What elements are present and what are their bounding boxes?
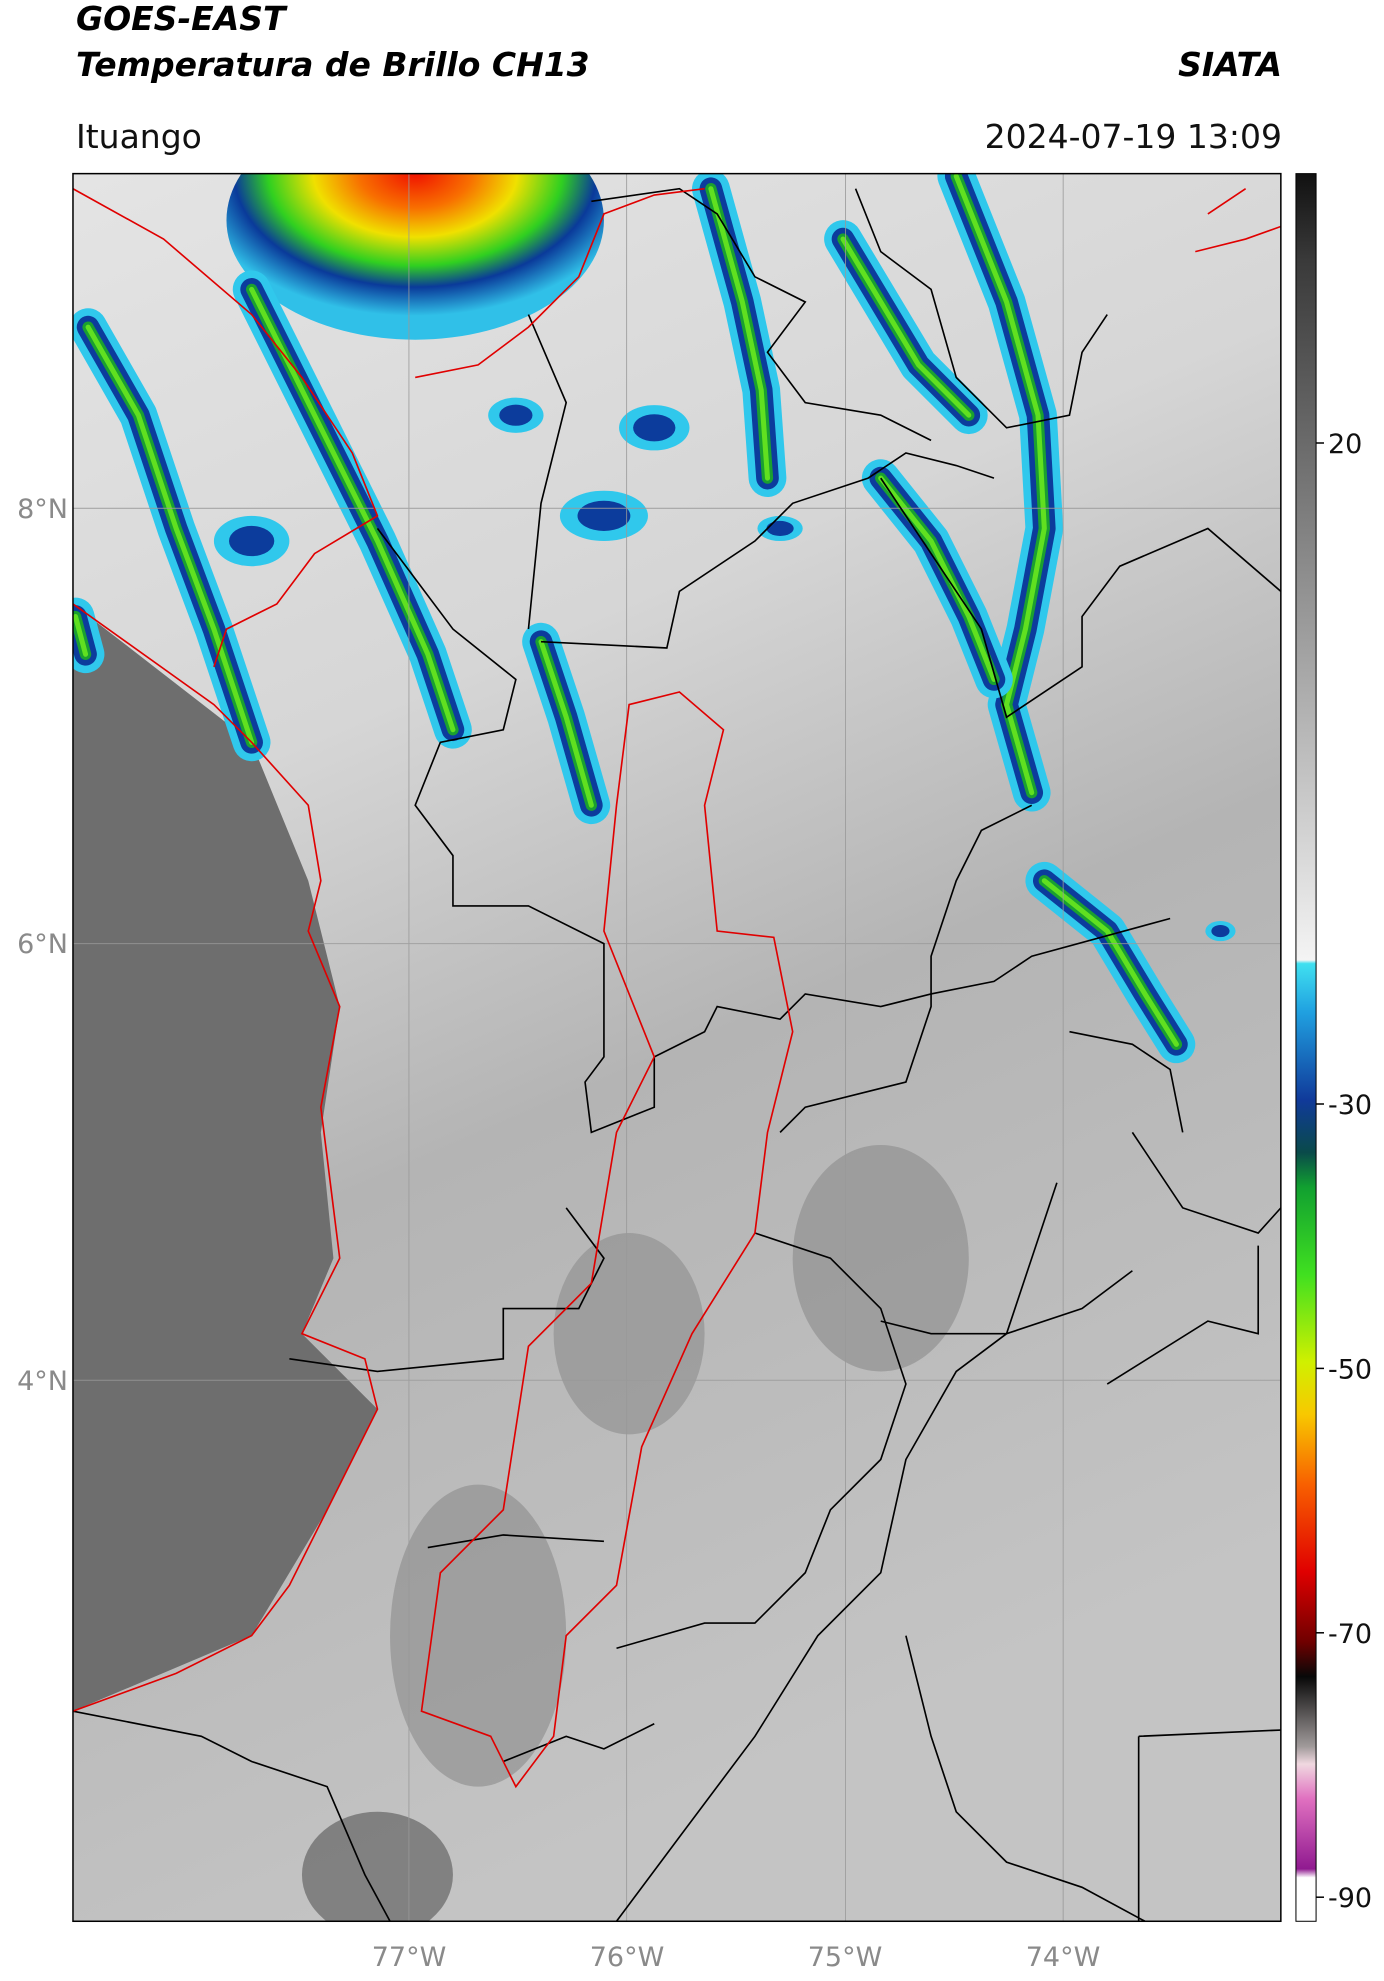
cloud-band <box>538 639 594 808</box>
cloud-patch <box>633 414 676 442</box>
ocean <box>72 603 378 1712</box>
lat-label: 8°N <box>17 494 68 525</box>
source: SIATA <box>1178 45 1282 84</box>
cloud-patch <box>577 500 631 531</box>
cloud-bands <box>72 173 1236 1064</box>
lon-label: 76°W <box>590 1942 665 1973</box>
borders <box>72 187 1281 1922</box>
title: GOES-EAST <box>76 0 288 38</box>
labels: 8°N 6°N 4°N 77°W 76°W 75°W 74°W 20 -30 -50 -70 -90 <box>17 429 1372 1973</box>
map-frame <box>72 172 1282 1923</box>
colorbar-tick-label: 20 <box>1328 429 1362 460</box>
subtitle: Temperatura de Brillo CH13 <box>76 45 590 84</box>
cloud-band <box>1041 878 1179 1047</box>
cloud-band <box>840 236 972 418</box>
map-panel <box>72 172 1317 1923</box>
colorbar-tick-label: -30 <box>1328 1090 1372 1121</box>
colorbar-tick-label: -70 <box>1328 1619 1372 1650</box>
cloud-patch <box>499 404 533 426</box>
datetime: 2024-07-19 13:09 <box>985 117 1282 156</box>
cloud-shade <box>553 1233 705 1435</box>
cloud-patch <box>1211 925 1230 938</box>
cloud-patch <box>228 525 275 557</box>
cloud-shade <box>792 1144 969 1372</box>
cloud-core <box>226 173 604 340</box>
location: Ituango <box>76 117 202 156</box>
map-image <box>72 173 1281 1922</box>
graticule <box>72 173 1281 1922</box>
cloud-band <box>72 614 89 657</box>
cloud-band <box>85 324 255 745</box>
cloud-band <box>953 173 1047 796</box>
lon-label: 74°W <box>1026 1942 1101 1973</box>
cloud-shade <box>301 1811 453 1922</box>
colorbar-tick-label: -50 <box>1328 1354 1372 1385</box>
cloud-band <box>878 475 997 682</box>
cloud-band <box>249 286 456 733</box>
lat-label: 6°N <box>17 929 68 960</box>
lat-label: 4°N <box>17 1366 68 1397</box>
red-outlines <box>72 187 1281 1789</box>
colorbar-tick-label: -90 <box>1328 1883 1372 1914</box>
cloud-shade <box>390 1484 567 1787</box>
cloud-band <box>708 186 771 481</box>
colorbar <box>1295 173 1317 1922</box>
lon-label: 75°W <box>808 1942 883 1973</box>
lon-label: 77°W <box>372 1942 447 1973</box>
cloud-patch <box>766 520 794 536</box>
